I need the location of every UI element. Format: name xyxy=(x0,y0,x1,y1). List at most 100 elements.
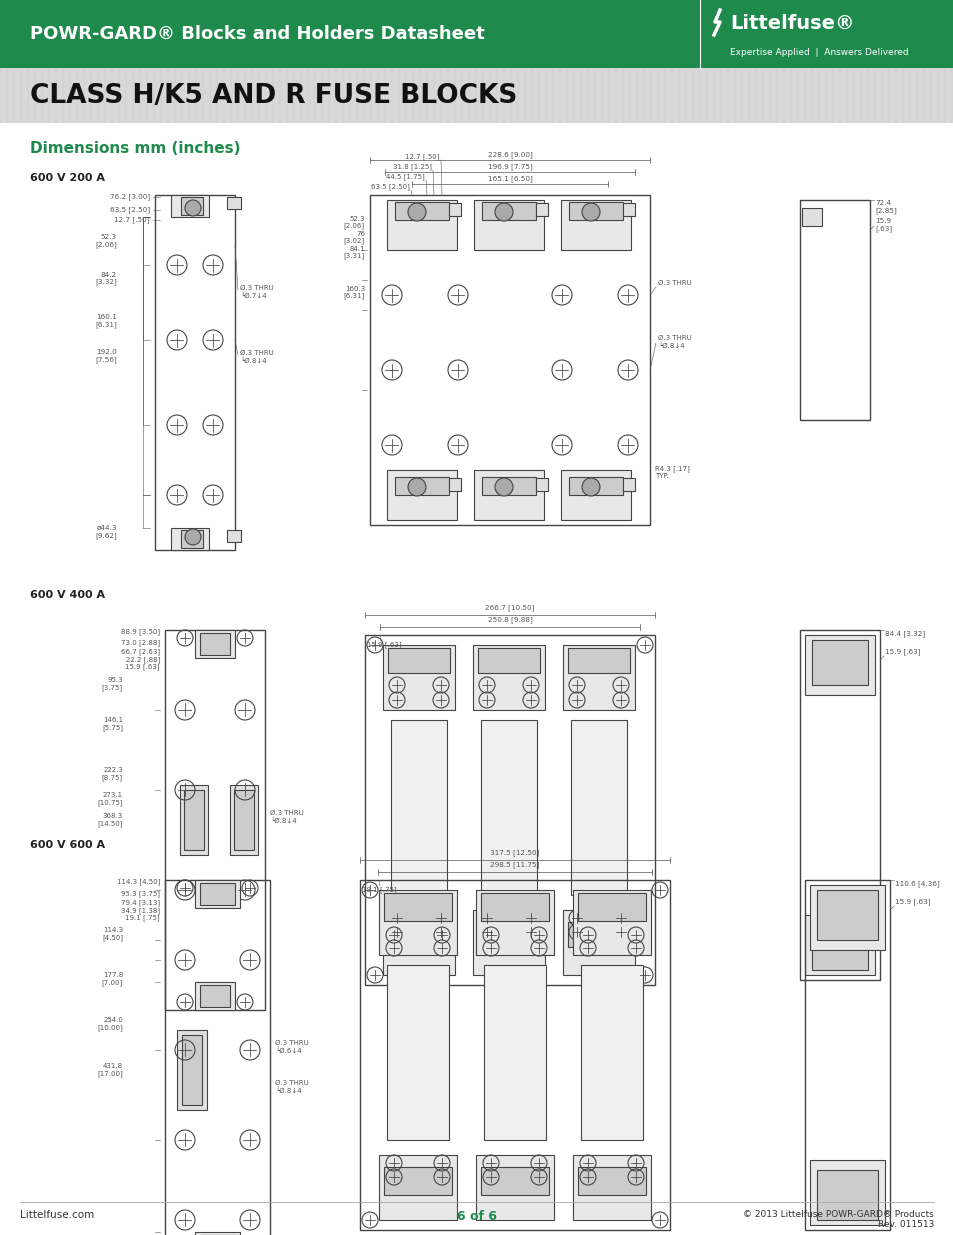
Circle shape xyxy=(495,478,513,496)
Bar xyxy=(536,478,547,492)
Text: 250.8 [9.88]: 250.8 [9.88] xyxy=(487,616,532,622)
Bar xyxy=(171,195,209,217)
Bar xyxy=(804,881,889,1230)
Text: CLASS H/K5 AND R FUSE BLOCKS: CLASS H/K5 AND R FUSE BLOCKS xyxy=(30,83,517,109)
Bar xyxy=(194,881,240,908)
Text: 84.4 [3.32]: 84.4 [3.32] xyxy=(884,630,924,637)
Text: 266.7 [10.50]: 266.7 [10.50] xyxy=(485,604,534,611)
Bar xyxy=(200,634,230,655)
Bar xyxy=(473,910,544,974)
Text: 95.3 [3.75]: 95.3 [3.75] xyxy=(121,890,160,897)
Bar xyxy=(182,1035,202,1105)
Text: 317.5 [12.50]: 317.5 [12.50] xyxy=(490,850,539,856)
Bar xyxy=(370,195,649,525)
Bar xyxy=(449,203,460,216)
Text: Ø.3 THRU
└Ø.6↓4: Ø.3 THRU └Ø.6↓4 xyxy=(274,1040,309,1053)
Bar xyxy=(384,893,452,921)
Bar xyxy=(476,1155,554,1220)
Text: 19.1 [.75]: 19.1 [.75] xyxy=(361,885,396,893)
Text: 52.3
[2.06]: 52.3 [2.06] xyxy=(343,216,365,230)
Bar xyxy=(378,1155,456,1220)
Bar xyxy=(384,1167,452,1195)
Text: 22.2 [.88]: 22.2 [.88] xyxy=(126,656,160,663)
Circle shape xyxy=(185,200,201,216)
Bar xyxy=(200,883,234,905)
Bar xyxy=(480,893,548,921)
Text: ø44.3
[9.62]: ø44.3 [9.62] xyxy=(95,525,117,538)
Text: Ø.3 THRU: Ø.3 THRU xyxy=(658,280,691,287)
Bar xyxy=(800,630,879,981)
Bar xyxy=(811,640,867,685)
Bar xyxy=(388,923,450,947)
Bar xyxy=(578,1167,645,1195)
Text: 31.8 [1.25]: 31.8 [1.25] xyxy=(393,163,432,170)
Bar xyxy=(395,477,449,495)
Bar xyxy=(622,478,635,492)
Text: 66.7 [2.63]: 66.7 [2.63] xyxy=(121,648,160,655)
Bar xyxy=(382,645,455,710)
Text: 600 V 400 A: 600 V 400 A xyxy=(30,590,105,600)
Text: Ø.3 THRU
└Ø.8↓4: Ø.3 THRU └Ø.8↓4 xyxy=(270,810,303,824)
Text: Ø.3 THRU
└Ø.7↓4: Ø.3 THRU └Ø.7↓4 xyxy=(240,285,274,299)
Bar xyxy=(200,986,230,1007)
Bar xyxy=(194,982,234,1010)
Circle shape xyxy=(581,203,599,221)
Bar xyxy=(562,910,635,974)
Bar xyxy=(154,195,234,550)
Bar xyxy=(476,890,554,955)
Bar xyxy=(0,68,953,124)
Text: 84.2
[3.32]: 84.2 [3.32] xyxy=(95,272,117,285)
Circle shape xyxy=(185,529,201,545)
Text: 160.3
[6.31]: 160.3 [6.31] xyxy=(343,285,365,299)
Circle shape xyxy=(408,478,426,496)
Bar xyxy=(809,1160,884,1225)
Bar xyxy=(165,881,270,1235)
Bar xyxy=(449,478,460,492)
Text: 6 of 6: 6 of 6 xyxy=(456,1210,497,1223)
Text: 273.1
[10.75]: 273.1 [10.75] xyxy=(97,792,123,806)
Text: 15.9
[.63]: 15.9 [.63] xyxy=(874,219,891,232)
Bar xyxy=(477,648,539,673)
Text: 431.8
[17.00]: 431.8 [17.00] xyxy=(97,1063,123,1077)
Bar xyxy=(480,720,537,895)
Text: 15.9 [.63]: 15.9 [.63] xyxy=(367,641,401,647)
Bar xyxy=(573,1155,650,1220)
Bar xyxy=(365,635,655,986)
Bar xyxy=(387,471,456,520)
Text: 114.3 [4.50]: 114.3 [4.50] xyxy=(116,878,160,884)
Bar xyxy=(391,720,447,895)
Bar xyxy=(382,910,455,974)
Bar xyxy=(578,893,645,921)
Bar xyxy=(477,923,539,947)
Text: 15.9 [.63]: 15.9 [.63] xyxy=(894,898,929,905)
Bar xyxy=(387,965,449,1140)
Text: 228.6 [9.00]: 228.6 [9.00] xyxy=(487,151,532,158)
Text: 44.5 [1.75]: 44.5 [1.75] xyxy=(386,173,424,180)
Text: 79.4 [3.13]: 79.4 [3.13] xyxy=(121,899,160,905)
Text: 52.3
[2.06]: 52.3 [2.06] xyxy=(95,235,117,248)
Text: 222.3
[8.75]: 222.3 [8.75] xyxy=(102,767,123,781)
Bar xyxy=(165,630,265,1010)
Bar xyxy=(800,200,869,420)
Text: 15.9 [.63]: 15.9 [.63] xyxy=(884,648,920,655)
Text: 12.7 [.50]: 12.7 [.50] xyxy=(114,216,150,222)
Text: 600 V 600 A: 600 V 600 A xyxy=(30,840,105,850)
Bar xyxy=(816,1170,877,1220)
Bar xyxy=(568,203,622,220)
Bar xyxy=(194,630,234,658)
Bar xyxy=(536,203,547,216)
Text: Ø.3 THRU
└Ø.8↓4: Ø.3 THRU └Ø.8↓4 xyxy=(274,1079,309,1094)
Text: 63.5 [2.50]: 63.5 [2.50] xyxy=(110,206,150,212)
Text: 192.0
[7.56]: 192.0 [7.56] xyxy=(95,350,117,363)
Text: Ø.3 THRU
└Ø.8↓4: Ø.3 THRU └Ø.8↓4 xyxy=(240,350,274,364)
Bar xyxy=(378,890,456,955)
Text: 12.7 [.50]: 12.7 [.50] xyxy=(405,153,439,161)
Circle shape xyxy=(581,478,599,496)
Text: POWR-GARD® Blocks and Holders Datasheet: POWR-GARD® Blocks and Holders Datasheet xyxy=(30,25,484,43)
Bar xyxy=(571,720,626,895)
Text: Littelfuse®: Littelfuse® xyxy=(729,14,854,33)
Text: 110.6 [4.36]: 110.6 [4.36] xyxy=(894,881,939,887)
Text: 177.8
[7.00]: 177.8 [7.00] xyxy=(102,972,123,986)
Bar xyxy=(804,635,874,695)
Bar xyxy=(622,203,635,216)
